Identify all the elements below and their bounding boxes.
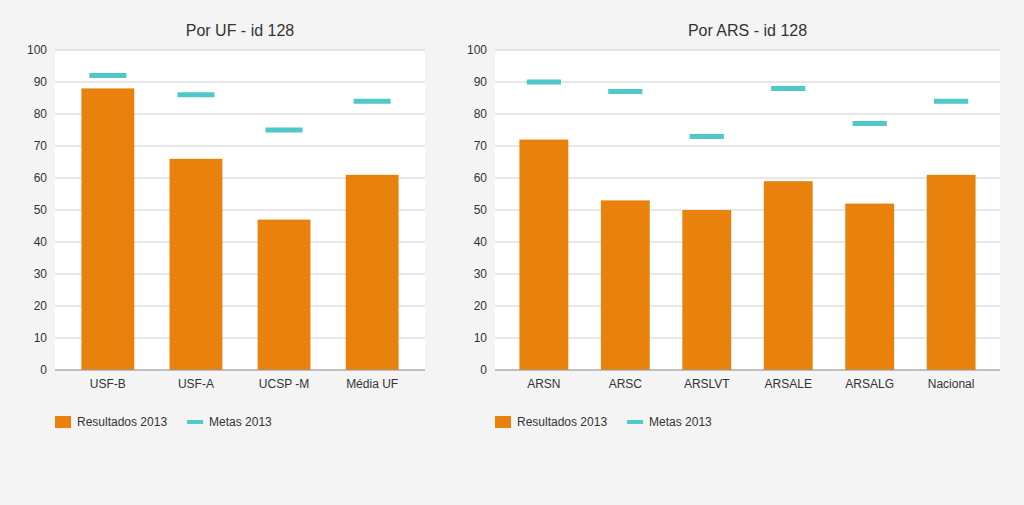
y-axis: 0 10 20 30 40 50 60 70 80 90 100 (467, 43, 1000, 377)
chart-root: Por UF - id 1280102030405060708090100USF… (0, 0, 1024, 505)
marks (81, 76, 398, 370)
y-tick-label: 20 (474, 299, 488, 313)
bar (519, 140, 568, 370)
plot-background (495, 50, 1000, 370)
y-tick-label: 30 (34, 267, 48, 281)
grid-line (495, 82, 1000, 83)
x-tick-label: ARSC (609, 377, 643, 391)
y-tick-label: 90 (474, 75, 488, 89)
bar (81, 88, 134, 370)
y-tick-label: 90 (34, 75, 48, 89)
y-tick-label: 20 (34, 299, 48, 313)
y-tick-label: 60 (474, 171, 488, 185)
y-tick-label: 0 (480, 363, 487, 377)
grid-line (495, 274, 1000, 275)
bar (601, 200, 650, 370)
y-tick-label: 50 (34, 203, 48, 217)
target-line (608, 89, 642, 94)
x-axis: ARSN ARSC ARSLVT ARSALE ARSALG Nacional (495, 370, 1000, 391)
legend: Resultados 2013 Metas 2013 (495, 415, 712, 429)
series (81, 88, 398, 370)
x-tick-label: ARSLVT (684, 377, 730, 391)
y-tick-label: 40 (34, 235, 48, 249)
target-line (934, 99, 968, 104)
target-line (177, 92, 214, 97)
y-axis: 0 10 20 30 40 50 60 70 80 90 100 (27, 43, 425, 377)
bar (845, 204, 894, 370)
y-tick-label: 30 (474, 267, 488, 281)
y-tick-label: 0 (40, 363, 47, 377)
x-axis-line (55, 370, 425, 371)
y-tick-label: 10 (34, 331, 48, 345)
y-tick-label: 70 (34, 139, 48, 153)
x-axis-line (495, 370, 1000, 371)
target-line (266, 128, 303, 133)
target-line (853, 121, 887, 126)
bar (170, 159, 223, 370)
grid-line (495, 178, 1000, 179)
bar (927, 175, 976, 370)
x-tick-label: ARSALE (765, 377, 812, 391)
x-axis: USF-B USF-A UCSP -M Média UF (55, 370, 425, 391)
y-tick-label: 100 (27, 43, 47, 57)
target-line (771, 86, 805, 91)
page: {"chart_data": [ {"type": "bar", "title"… (0, 0, 1024, 505)
grid-line (55, 370, 425, 371)
x-tick-label: USF-B (90, 377, 126, 391)
y-tick-label: 10 (474, 331, 488, 345)
marks (519, 82, 975, 370)
grid-line (55, 82, 425, 83)
legend-swatch (627, 420, 643, 424)
grid-line (495, 370, 1000, 371)
bar (764, 181, 813, 370)
y-tick-label: 80 (34, 107, 48, 121)
x-tick-label: Nacional (928, 377, 975, 391)
grid-line (495, 114, 1000, 115)
bar (346, 175, 399, 370)
grid-line (495, 210, 1000, 211)
target-line (527, 80, 561, 85)
grid-line (495, 338, 1000, 339)
bar (682, 210, 731, 370)
series (89, 76, 390, 130)
y-tick-label: 40 (474, 235, 488, 249)
y-tick-label: 60 (34, 171, 48, 185)
target-line (354, 99, 391, 104)
target-line (690, 134, 724, 139)
legend-label: Metas 2013 (649, 415, 712, 429)
chart: Por ARS - id 128 0 10 20 30 40 50 60 70 80 90 100 AR… (467, 22, 1000, 429)
legend-label: Resultados 2013 (517, 415, 607, 429)
y-tick-label: 50 (474, 203, 488, 217)
legend: Resultados 2013 Metas 2013 (55, 415, 272, 429)
y-tick-label: 70 (474, 139, 488, 153)
legend-label: Resultados 2013 (77, 415, 167, 429)
series (519, 140, 975, 370)
grid-line (495, 242, 1000, 243)
x-tick-label: UCSP -M (259, 377, 309, 391)
y-tick-label: 100 (467, 43, 487, 57)
chart: Por UF - id 128 0 10 20 30 40 50 60 70 80 90 100 USF… (27, 22, 425, 429)
plot-background (55, 50, 425, 370)
bar (258, 220, 311, 370)
y-tick-label: 80 (474, 107, 488, 121)
chart-title: Por UF - id 128 (186, 22, 295, 39)
x-tick-label: ARSN (527, 377, 560, 391)
chart-title: Por ARS - id 128 (688, 22, 807, 39)
x-tick-label: USF-A (178, 377, 214, 391)
x-tick-label: ARSALG (845, 377, 894, 391)
grid-line (55, 50, 425, 51)
target-line (89, 73, 126, 78)
legend-label: Metas 2013 (209, 415, 272, 429)
grid-line (495, 50, 1000, 51)
grid-line (495, 306, 1000, 307)
grid-line (495, 146, 1000, 147)
x-tick-label: Média UF (346, 377, 398, 391)
legend-swatch (55, 416, 71, 428)
series (527, 82, 968, 136)
legend-swatch (187, 420, 203, 424)
legend-swatch (495, 416, 511, 428)
